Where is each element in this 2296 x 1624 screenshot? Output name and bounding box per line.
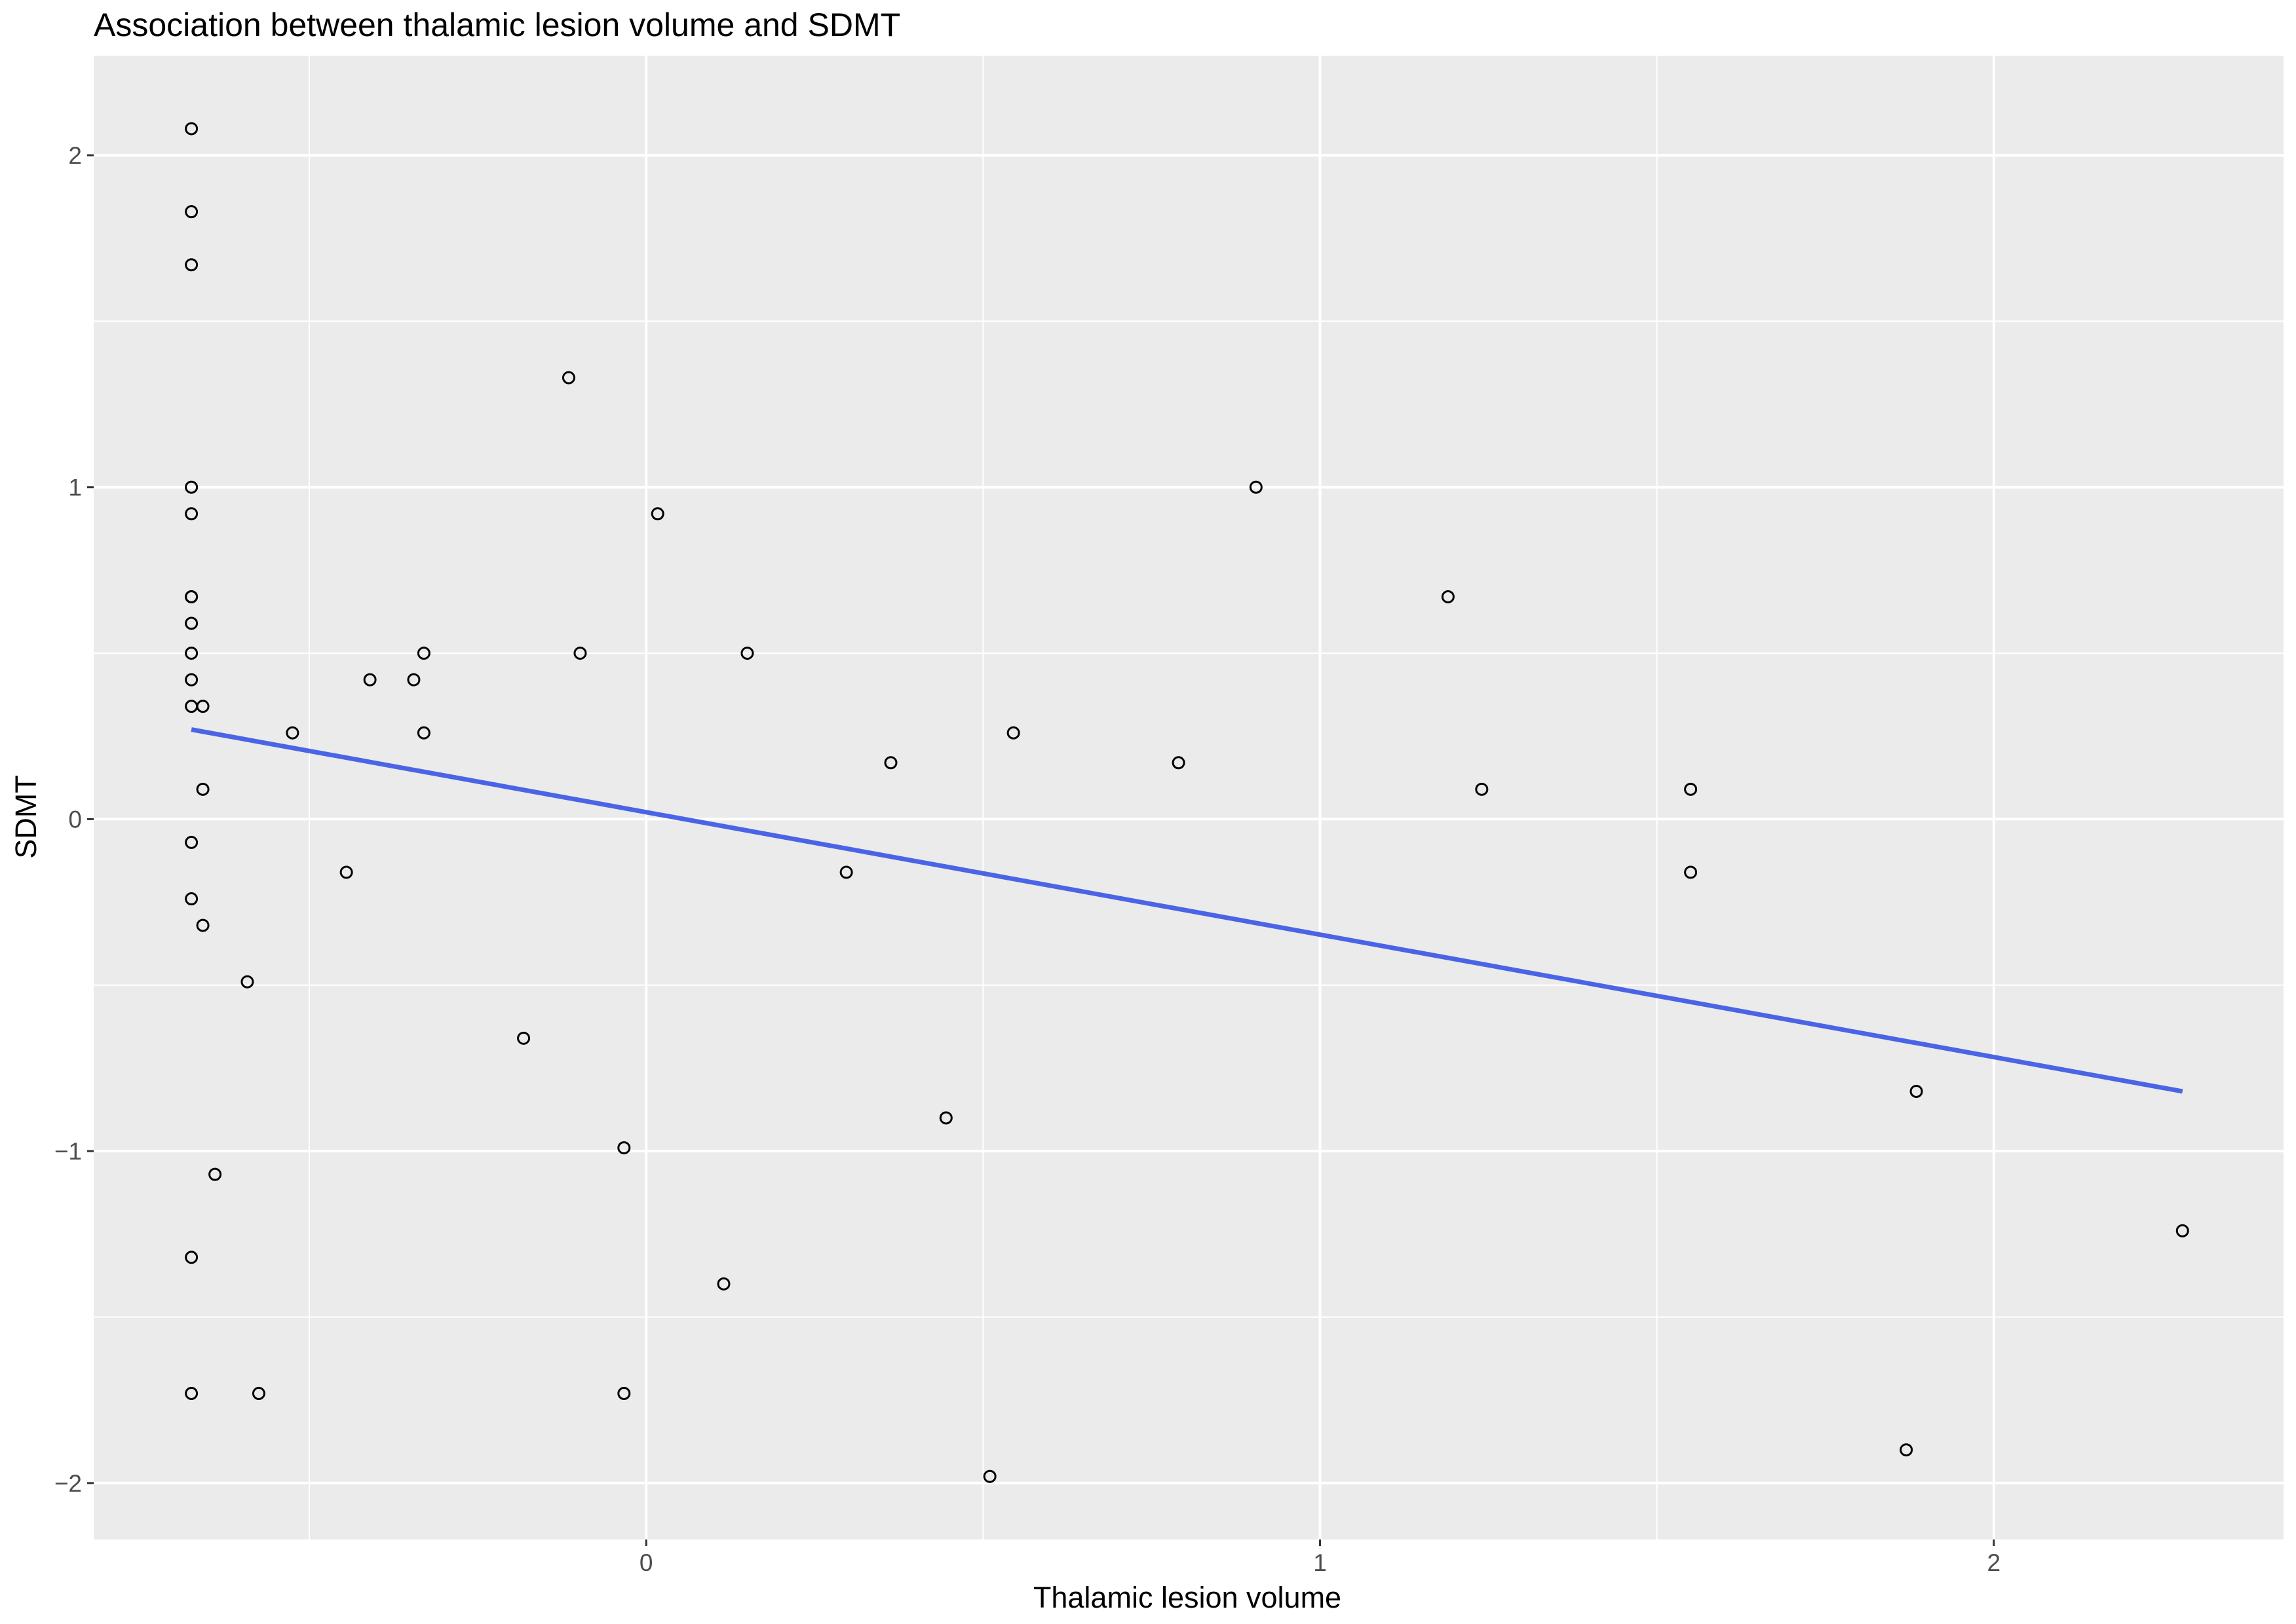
data-point xyxy=(185,590,199,603)
data-point xyxy=(196,700,210,713)
data-point xyxy=(1006,726,1020,740)
y-tick-label: 2 xyxy=(68,142,82,169)
data-point xyxy=(185,122,199,136)
data-point xyxy=(717,1277,731,1291)
data-point xyxy=(185,1387,199,1401)
data-point xyxy=(185,835,199,849)
y-axis-title: SDMT xyxy=(9,775,43,859)
data-point xyxy=(185,507,199,521)
data-point xyxy=(1475,782,1489,796)
y-axis-ticks: −2 −1 0 1 2 xyxy=(54,142,94,1497)
major-gridlines xyxy=(94,56,2284,1539)
minor-gridlines xyxy=(94,56,2284,1539)
x-tick-label: 2 xyxy=(1987,1549,2001,1576)
y-tick-label: 1 xyxy=(68,474,82,501)
data-point xyxy=(983,1469,997,1483)
data-points xyxy=(185,122,2189,1483)
data-point xyxy=(1441,590,1455,603)
data-point xyxy=(1684,782,1698,796)
data-point xyxy=(185,616,199,630)
regression-line-group xyxy=(191,727,2183,1094)
x-tick-label: 0 xyxy=(640,1549,653,1576)
data-point xyxy=(339,865,353,879)
y-tick-label: 0 xyxy=(68,806,82,833)
regression-line xyxy=(191,727,2183,1094)
data-point xyxy=(240,975,254,989)
plot-panel xyxy=(94,56,2284,1539)
data-point xyxy=(185,892,199,906)
data-point xyxy=(417,726,430,740)
x-axis-ticks: 0 1 2 xyxy=(640,1539,2000,1576)
data-point xyxy=(363,673,377,687)
data-point xyxy=(562,371,575,385)
data-point xyxy=(2175,1224,2189,1237)
data-point xyxy=(185,1251,199,1264)
data-point xyxy=(617,1141,631,1155)
data-point xyxy=(939,1111,953,1125)
x-axis-title: Thalamic lesion volume xyxy=(1033,1581,1341,1614)
data-point xyxy=(185,480,199,494)
data-point xyxy=(185,647,199,660)
data-point xyxy=(252,1387,265,1401)
y-tick-label: −2 xyxy=(54,1470,82,1497)
data-point xyxy=(839,865,853,879)
data-point xyxy=(185,205,199,219)
data-point xyxy=(651,507,664,521)
data-point xyxy=(517,1031,531,1045)
data-point xyxy=(1900,1443,1913,1457)
data-point xyxy=(740,647,754,660)
data-point xyxy=(196,918,210,932)
data-point xyxy=(417,647,430,660)
y-tick-label: −1 xyxy=(54,1138,82,1165)
data-point xyxy=(407,673,421,687)
data-point xyxy=(208,1167,222,1181)
data-point xyxy=(1172,756,1185,770)
data-point xyxy=(617,1387,631,1401)
data-point xyxy=(1684,865,1698,879)
data-point xyxy=(884,756,898,770)
data-point xyxy=(1249,480,1263,494)
chart-title: Association between thalamic lesion volu… xyxy=(94,7,900,43)
data-point xyxy=(185,258,199,272)
data-point xyxy=(196,782,210,796)
data-point xyxy=(185,673,199,687)
data-point xyxy=(573,647,587,660)
data-point xyxy=(1909,1084,1923,1098)
x-tick-label: 1 xyxy=(1313,1549,1327,1576)
data-point xyxy=(286,726,299,740)
